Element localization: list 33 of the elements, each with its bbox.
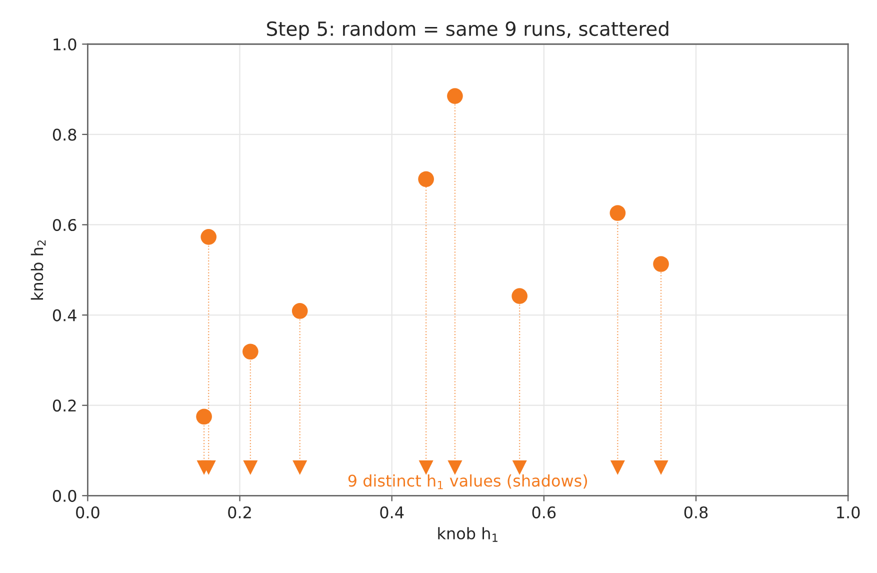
y-tick-label: 0.2 bbox=[52, 400, 76, 412]
point bbox=[512, 460, 527, 475]
y-axis-title: knob h$_{2}$ bbox=[30, 240, 46, 300]
x-tick-label: 0.4 bbox=[380, 506, 404, 518]
y-tick-label: 0.8 bbox=[52, 128, 76, 141]
point bbox=[610, 205, 626, 221]
point bbox=[200, 229, 217, 245]
point bbox=[654, 460, 668, 475]
point bbox=[292, 460, 308, 475]
point bbox=[201, 460, 216, 475]
point bbox=[447, 88, 463, 104]
point bbox=[610, 460, 625, 475]
point bbox=[242, 344, 258, 360]
point bbox=[243, 460, 258, 475]
y-tick-label: 0.0 bbox=[52, 490, 76, 502]
x-tick-label: 0.8 bbox=[684, 506, 708, 518]
x-tick-label: 1.0 bbox=[837, 506, 860, 518]
point bbox=[418, 171, 434, 188]
point bbox=[512, 288, 528, 304]
point bbox=[418, 460, 434, 475]
y-tick-label: 0.6 bbox=[52, 218, 76, 232]
chart-title: Step 5: random = same 9 runs, scattered bbox=[267, 21, 668, 40]
point bbox=[653, 256, 669, 272]
x-tick-label: 0.6 bbox=[532, 506, 556, 518]
annotation: 9 distinct h$_{1}$ values (shadows) bbox=[348, 474, 587, 490]
x-axis-title: knob h$_{1}$ bbox=[438, 527, 498, 542]
point bbox=[196, 408, 212, 425]
y-tick-label: 0.4 bbox=[52, 309, 76, 322]
y-tick-label: 1.0 bbox=[54, 38, 76, 50]
point bbox=[448, 460, 462, 475]
x-tick-label: 0.0 bbox=[76, 506, 100, 518]
point bbox=[292, 303, 308, 319]
x-tick-label: 0.2 bbox=[228, 506, 251, 518]
